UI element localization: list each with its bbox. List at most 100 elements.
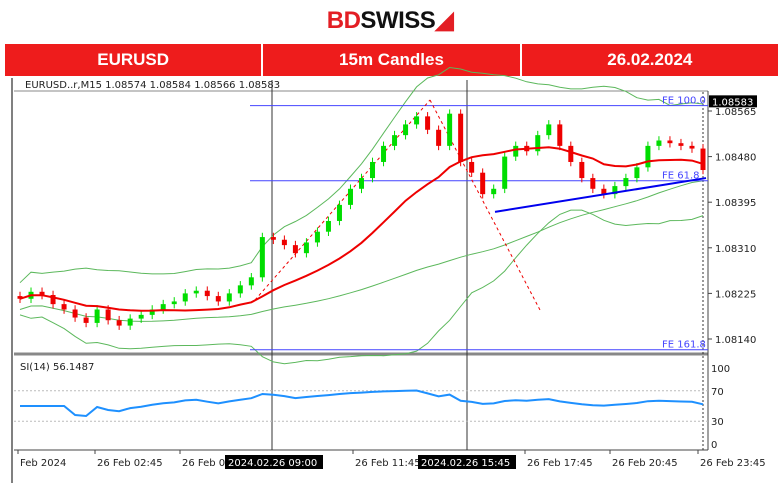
candle-body — [336, 204, 342, 221]
candle-body — [579, 161, 585, 179]
chart-title: EURUSD..r,M15 1.08574 1.08584 1.08566 1.… — [25, 80, 280, 91]
candle-body — [94, 309, 100, 323]
candle-body — [116, 320, 122, 326]
candle-body — [259, 237, 265, 278]
x-tick-label: Feb 2024 — [20, 458, 66, 469]
candle-body — [237, 285, 243, 294]
rsi-tick-label: 0 — [711, 440, 717, 451]
candle-body — [171, 301, 177, 305]
candle-body — [601, 188, 607, 195]
candle-body — [381, 145, 387, 162]
candle-body — [248, 277, 254, 286]
time-highlight-label: 2024.02.26 15:45 — [421, 458, 510, 469]
candle-body — [325, 220, 331, 232]
candle-body — [689, 145, 695, 149]
candle-body — [127, 318, 133, 326]
x-tick-label: 26 Feb 23:45 — [700, 458, 766, 469]
candle-body — [149, 309, 155, 315]
candle-body — [105, 309, 111, 321]
candle-body — [634, 167, 640, 179]
candle-body — [645, 145, 651, 168]
candle-body — [61, 304, 67, 310]
current-price-box — [709, 95, 757, 108]
candle-body — [480, 172, 486, 195]
fibo-level-label: FE 100.0 — [662, 96, 706, 107]
candle-body — [469, 161, 475, 173]
x-tick-label: 26 Feb 17:45 — [527, 458, 593, 469]
candle-body — [590, 178, 596, 189]
candle-body — [667, 140, 673, 144]
candle-body — [17, 296, 23, 299]
candle-body — [292, 245, 298, 254]
candle-body — [557, 124, 563, 146]
fibo-expansion-line — [254, 99, 431, 301]
candle-body — [39, 291, 45, 296]
candle-body — [502, 156, 508, 189]
x-tick-label: 26 Feb 20:45 — [612, 458, 678, 469]
moving-average-line — [19, 146, 704, 312]
candle-body — [535, 135, 541, 152]
logo-bd: BD — [326, 7, 361, 34]
slow-ma-line — [19, 180, 704, 322]
rsi-label: SI(14) 56.1487 — [20, 362, 94, 373]
y-tick-label: 1.08225 — [715, 289, 756, 300]
candle-body — [678, 143, 684, 146]
candle-body — [370, 161, 376, 179]
candle-body — [623, 178, 629, 187]
current-price-label: 1.08583 — [712, 97, 753, 108]
header-bar: EURUSD 15m Candles 26.02.2024 — [5, 44, 778, 76]
candle-body — [281, 239, 287, 246]
candle-body — [447, 113, 453, 146]
candle-body — [436, 129, 442, 146]
logo-swiss: SWISS — [360, 7, 436, 34]
rsi-tick-label: 70 — [711, 387, 724, 398]
candle-body — [513, 145, 519, 157]
rsi-tick-label: 30 — [711, 417, 724, 428]
header-timeframe: 15m Candles — [263, 44, 522, 76]
candle-body — [403, 124, 409, 136]
rsi-line — [20, 389, 704, 418]
y-tick-label: 1.08395 — [715, 198, 756, 209]
candle-body — [347, 188, 353, 205]
upper-band — [19, 66, 704, 284]
fibo-expansion-line — [429, 99, 541, 311]
candle-body — [414, 116, 420, 125]
trendline — [494, 177, 707, 213]
candle-body — [700, 148, 706, 171]
fibo-level-label: FE 161.8 — [662, 340, 706, 351]
bdswiss-logo: BDSWISS◢ — [326, 7, 454, 34]
candle-body — [50, 295, 56, 305]
candle-body — [392, 135, 398, 146]
candle-body — [193, 290, 199, 294]
candle-body — [226, 293, 232, 302]
candle-body — [314, 231, 320, 243]
time-highlight-box — [418, 455, 516, 469]
y-tick-label: 1.08480 — [715, 153, 756, 164]
candle-body — [612, 186, 618, 195]
x-tick-label: 26 Feb 0 — [182, 458, 225, 469]
time-highlight-label: 2024.02.26 09:00 — [228, 458, 317, 469]
fibo-level-label: FE 61.8 — [662, 171, 700, 182]
candle-body — [72, 309, 78, 318]
candle-body — [303, 242, 309, 254]
header-date: 26.02.2024 — [607, 50, 693, 69]
candle-body — [656, 140, 662, 146]
y-tick-label: 1.08310 — [715, 244, 756, 255]
candle-body — [160, 304, 166, 310]
header-symbol: EURUSD — [5, 44, 264, 76]
lower-band — [19, 209, 704, 365]
candle-body — [359, 178, 364, 189]
rsi-tick-label: 100 — [711, 364, 730, 375]
candle-body — [83, 317, 89, 323]
candle-body — [204, 290, 210, 297]
candle-body — [458, 113, 464, 162]
y-tick-label: 1.08140 — [715, 335, 756, 346]
candle-body — [182, 293, 188, 302]
candle-body — [491, 188, 497, 195]
time-highlight-box — [225, 455, 323, 469]
x-tick-label: 26 Feb 02:45 — [97, 458, 163, 469]
candle-body — [546, 124, 552, 136]
x-tick-label: 26 Feb 11:45 — [355, 458, 421, 469]
y-tick-label: 1.08565 — [715, 107, 756, 118]
